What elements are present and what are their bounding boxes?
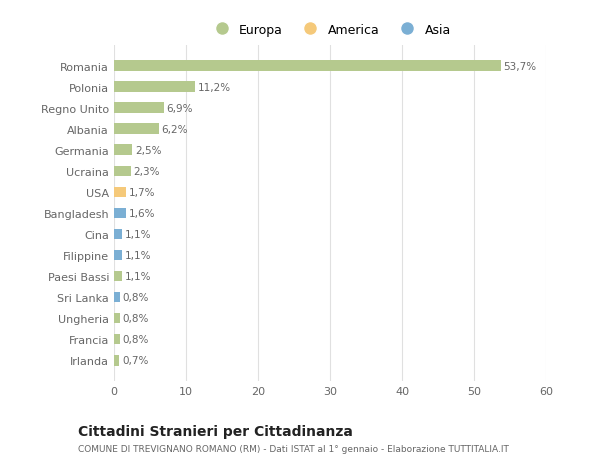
Bar (114, 61, 500, 72)
Text: 6,9%: 6,9% (167, 103, 193, 113)
Bar (114, 166, 131, 177)
Text: 53,7%: 53,7% (503, 62, 536, 71)
Text: 0,7%: 0,7% (122, 356, 148, 365)
Bar (114, 271, 122, 282)
Bar (114, 229, 122, 240)
Text: 1,6%: 1,6% (128, 208, 155, 218)
Text: 0,8%: 0,8% (122, 335, 149, 344)
Bar (114, 208, 125, 218)
Bar (114, 103, 164, 114)
Bar (114, 250, 122, 261)
Legend: Europa, America, Asia: Europa, America, Asia (204, 19, 456, 42)
Text: Cittadini Stranieri per Cittadinanza: Cittadini Stranieri per Cittadinanza (78, 425, 353, 438)
Text: 2,3%: 2,3% (133, 167, 160, 176)
Text: 2,5%: 2,5% (135, 146, 161, 156)
Bar (114, 355, 119, 366)
Text: 0,8%: 0,8% (122, 292, 149, 302)
Bar (114, 313, 120, 324)
Bar (114, 145, 132, 156)
Bar (114, 124, 158, 134)
Text: 0,8%: 0,8% (122, 313, 149, 324)
Bar (114, 292, 120, 303)
Text: 1,1%: 1,1% (125, 271, 151, 281)
Text: 1,1%: 1,1% (125, 230, 151, 240)
Bar (114, 82, 194, 93)
Bar (114, 187, 126, 198)
Bar (114, 334, 120, 345)
Text: 1,7%: 1,7% (129, 187, 155, 197)
Text: 6,2%: 6,2% (161, 124, 188, 134)
Text: COMUNE DI TREVIGNANO ROMANO (RM) - Dati ISTAT al 1° gennaio - Elaborazione TUTTI: COMUNE DI TREVIGNANO ROMANO (RM) - Dati … (78, 444, 509, 453)
Text: 1,1%: 1,1% (125, 251, 151, 260)
Text: 11,2%: 11,2% (197, 83, 230, 92)
